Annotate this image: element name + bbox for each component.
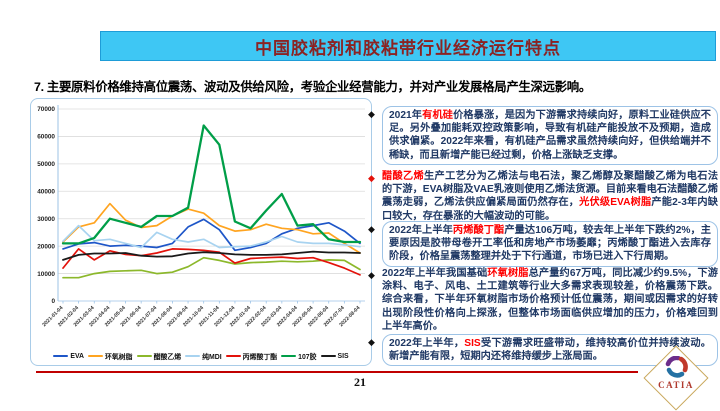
legend-label: 纯MDI	[202, 354, 222, 361]
bullet-text: 醋酸乙烯生产工艺分为乙烯法与电石法，聚乙烯醇及聚醋酸乙烯为电石法的下游，EVA树…	[382, 171, 719, 222]
bullet-text: 2021年有机硅价格暴涨，是因为下游需求持续向好，原料工业硅供应不足。另外叠加能…	[382, 106, 718, 165]
legend-swatch-icon	[320, 354, 336, 358]
legend-item: 纯MDI	[185, 351, 222, 361]
legend-item: 环氧树脂	[88, 351, 133, 361]
legend-swatch-icon	[281, 354, 297, 358]
price-chart-svg: 0100002000030000400005000060000700002021…	[37, 105, 365, 328]
legend-item: EVA	[53, 353, 84, 360]
legend-swatch-icon	[225, 354, 241, 358]
bullet-text: 2022年上半年我国基础环氧树脂总产量约67万吨，同比减少约9.5%，下游涂料、…	[382, 268, 718, 332]
legend-label: 醋酸乙烯	[153, 354, 182, 361]
legend-label: 丙烯酸丁酯	[242, 354, 278, 361]
legend-item: SIS	[320, 352, 349, 360]
page-number: 21	[354, 375, 366, 389]
svg-text:70000: 70000	[37, 106, 55, 113]
legend-swatch-icon	[88, 354, 104, 358]
legend-item: 107胶	[281, 351, 317, 361]
legend-swatch-icon	[185, 354, 201, 358]
bullet-item: ◆ 2022年上半年我国基础环氧树脂总产量约67万吨，同比减少约9.5%，下游涂…	[368, 267, 718, 333]
diamond-bullet-icon: ◆	[368, 337, 375, 347]
legend-item: 醋酸乙烯	[136, 351, 182, 361]
diamond-bullet-icon: ◆	[368, 109, 375, 119]
legend-label: SIS	[337, 352, 349, 360]
svg-text:50000: 50000	[37, 161, 55, 168]
bullet-item: ◆ 醋酸乙烯生产工艺分为乙烯法与电石法，聚乙烯醇及聚醋酸乙烯为电石法的下游，EV…	[368, 170, 718, 223]
legend-item: 丙烯酸丁酯	[225, 351, 278, 361]
diamond-bullet-icon: ◆	[368, 224, 375, 234]
svg-text:20000: 20000	[37, 243, 55, 250]
legend-swatch-icon	[53, 354, 69, 358]
legend-label: 环氧树脂	[105, 354, 133, 361]
diamond-bullet-icon: ◆	[368, 270, 375, 280]
legend-label: EVA	[70, 352, 85, 360]
slide-title: 中国胶粘剂和胶粘带行业经济运行特点	[255, 38, 561, 58]
diamond-bullet-icon: ◆	[368, 173, 375, 183]
legend-swatch-icon	[136, 354, 152, 358]
svg-text:60000: 60000	[37, 134, 55, 141]
bullet-text: 2022年上半年丙烯酸丁酯产量达106万吨，较去年上半年下跌约2%，主要原因是胶…	[382, 221, 718, 267]
footer-divider-line	[36, 371, 638, 374]
svg-text:10000: 10000	[37, 271, 55, 278]
slide-title-bar: 中国胶粘剂和胶粘带行业经济运行特点	[100, 31, 716, 61]
section-heading: 7. 主要原料价格维持高位震荡、波动及供给风险，考验企业经营能力，并对产业发展格…	[34, 80, 591, 94]
bullet-item: ◆ 2021年有机硅价格暴涨，是因为下游需求持续向好，原料工业硅供应不足。另外叠…	[368, 106, 718, 165]
logo-text: CATIA	[658, 380, 694, 390]
svg-text:30000: 30000	[37, 216, 55, 223]
legend-label: 107胶	[298, 354, 317, 361]
chart-legend: EVA 环氧树脂 醋酸乙烯 纯MDI 丙烯酸丁酯 107胶 SIS	[31, 351, 371, 361]
catia-logo: CATIA	[638, 344, 718, 411]
price-chart-panel: 0 10000 20000 30000 40000 50000 60000 70000 2021…	[30, 98, 372, 366]
bullet-item: ◆ 2022年上半年丙烯酸丁酯产量达106万吨，较去年上半年下跌约2%，主要原因…	[368, 221, 718, 267]
svg-text:0: 0	[51, 298, 55, 305]
logo-swoosh-icon	[665, 356, 688, 378]
svg-text:40000: 40000	[37, 188, 55, 195]
